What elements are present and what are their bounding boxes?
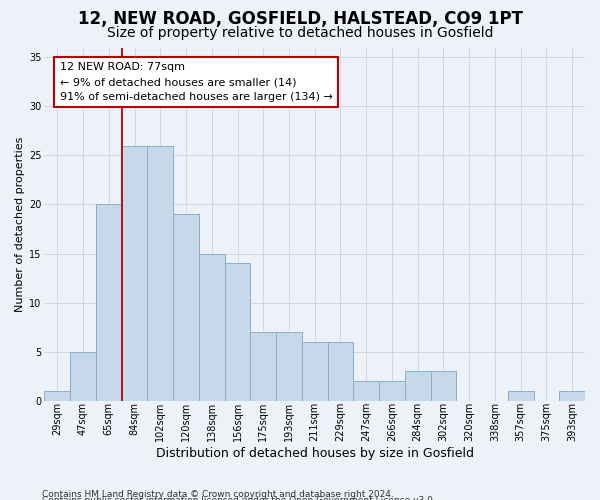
- Bar: [559, 391, 585, 400]
- Bar: [302, 342, 328, 400]
- Bar: [96, 204, 122, 400]
- Text: Contains HM Land Registry data © Crown copyright and database right 2024.: Contains HM Land Registry data © Crown c…: [42, 490, 394, 499]
- Bar: [173, 214, 199, 400]
- Text: 12, NEW ROAD, GOSFIELD, HALSTEAD, CO9 1PT: 12, NEW ROAD, GOSFIELD, HALSTEAD, CO9 1P…: [77, 10, 523, 28]
- Bar: [250, 332, 276, 400]
- Bar: [276, 332, 302, 400]
- Bar: [379, 381, 405, 400]
- Text: Size of property relative to detached houses in Gosfield: Size of property relative to detached ho…: [107, 26, 493, 40]
- Bar: [199, 254, 224, 400]
- Text: 12 NEW ROAD: 77sqm
← 9% of detached houses are smaller (14)
91% of semi-detached: 12 NEW ROAD: 77sqm ← 9% of detached hous…: [60, 62, 333, 102]
- Bar: [405, 371, 431, 400]
- Y-axis label: Number of detached properties: Number of detached properties: [15, 136, 25, 312]
- Bar: [431, 371, 456, 400]
- Bar: [224, 264, 250, 400]
- X-axis label: Distribution of detached houses by size in Gosfield: Distribution of detached houses by size …: [156, 447, 474, 460]
- Bar: [508, 391, 533, 400]
- Bar: [148, 146, 173, 400]
- Bar: [44, 391, 70, 400]
- Bar: [328, 342, 353, 400]
- Text: Contains public sector information licensed under the Open Government Licence v3: Contains public sector information licen…: [42, 496, 436, 500]
- Bar: [353, 381, 379, 400]
- Bar: [70, 352, 96, 401]
- Bar: [122, 146, 148, 400]
